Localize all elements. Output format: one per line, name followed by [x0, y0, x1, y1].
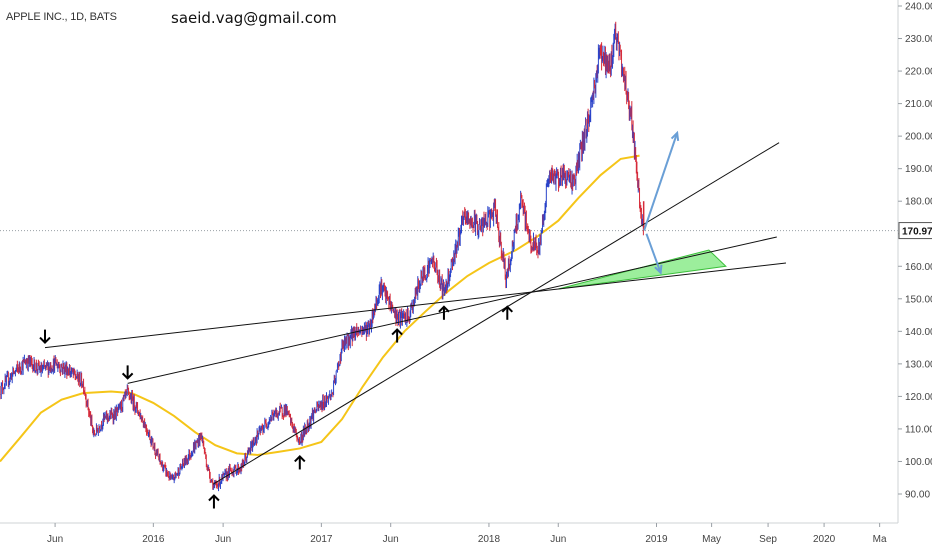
- y-tick-label: 180.00: [905, 197, 932, 208]
- resistance-line-1: [44, 262, 787, 349]
- x-tick-label: Jun: [47, 534, 63, 545]
- x-tick-label: Jun: [215, 534, 231, 545]
- pivot-up-arrow-icon: [438, 305, 450, 320]
- y-tick-label: 140.00: [905, 327, 932, 338]
- projection-arrow-shaft: [645, 233, 662, 274]
- projection-arrow-shaft: [643, 132, 679, 231]
- x-tick-label: 2018: [478, 534, 501, 545]
- pivot-down-arrow-icon: [121, 365, 134, 380]
- y-tick-label: 90.00: [905, 490, 930, 501]
- pivot-up-arrow-icon: [208, 494, 220, 509]
- y-tick-label: 230.00: [905, 34, 932, 45]
- wedge-area: [558, 249, 727, 290]
- author-watermark: saeid.vag@gmail.com: [171, 9, 337, 27]
- moving-average-line: [0, 154, 640, 463]
- x-tick-label: 2016: [142, 534, 165, 545]
- projection-arrow-head: [670, 130, 680, 141]
- y-tick-label: 160.00: [905, 262, 932, 273]
- x-tick-label: 2020: [813, 534, 836, 545]
- y-tick-label: 190.00: [905, 164, 932, 175]
- projection-arrow: [645, 233, 663, 275]
- y-tick-label: 240.00: [905, 2, 932, 13]
- y-tick-label: 120.00: [905, 392, 932, 403]
- y-tick-label: 220.00: [905, 67, 932, 78]
- y-tick-label: 130.00: [905, 359, 932, 370]
- x-tick-label: Sep: [759, 534, 777, 545]
- x-tick-label: Jun: [550, 534, 566, 545]
- support-line: [212, 142, 780, 485]
- current-price-label: 170.97: [902, 227, 932, 238]
- y-tick-label: 100.00: [905, 457, 932, 468]
- pivot-arrow-head: [39, 336, 51, 345]
- y-tick-label: 150.00: [905, 294, 932, 305]
- pivot-arrow-head: [294, 455, 306, 463]
- pivot-up-arrow-icon: [391, 328, 403, 343]
- x-tick-label: Ma: [873, 534, 887, 545]
- y-tick-label: 210.00: [905, 99, 932, 110]
- pivot-up-arrow-icon: [501, 305, 514, 320]
- pivot-down-arrow-icon: [39, 329, 51, 345]
- pivot-arrow-head: [438, 305, 450, 313]
- y-tick-label: 110.00: [905, 424, 932, 435]
- pivot-arrow-head: [208, 494, 220, 502]
- pivot-up-arrow-icon: [294, 455, 306, 470]
- projection-arrow: [643, 130, 680, 231]
- pivot-arrow-head: [121, 372, 134, 380]
- current-price-badge: [898, 222, 932, 240]
- x-tick-label: May: [702, 534, 721, 545]
- chart-title: APPLE INC., 1D, BATS: [6, 11, 117, 23]
- x-tick-label: Jun: [383, 534, 399, 545]
- pivot-arrow-head: [501, 305, 514, 313]
- x-tick-label: 2019: [645, 534, 668, 545]
- pivot-arrow-head: [391, 328, 403, 336]
- projection-arrow-head: [654, 264, 663, 275]
- resistance-line-2: [127, 236, 777, 384]
- y-tick-label: 200.00: [905, 132, 932, 143]
- x-tick-label: 2017: [310, 534, 333, 545]
